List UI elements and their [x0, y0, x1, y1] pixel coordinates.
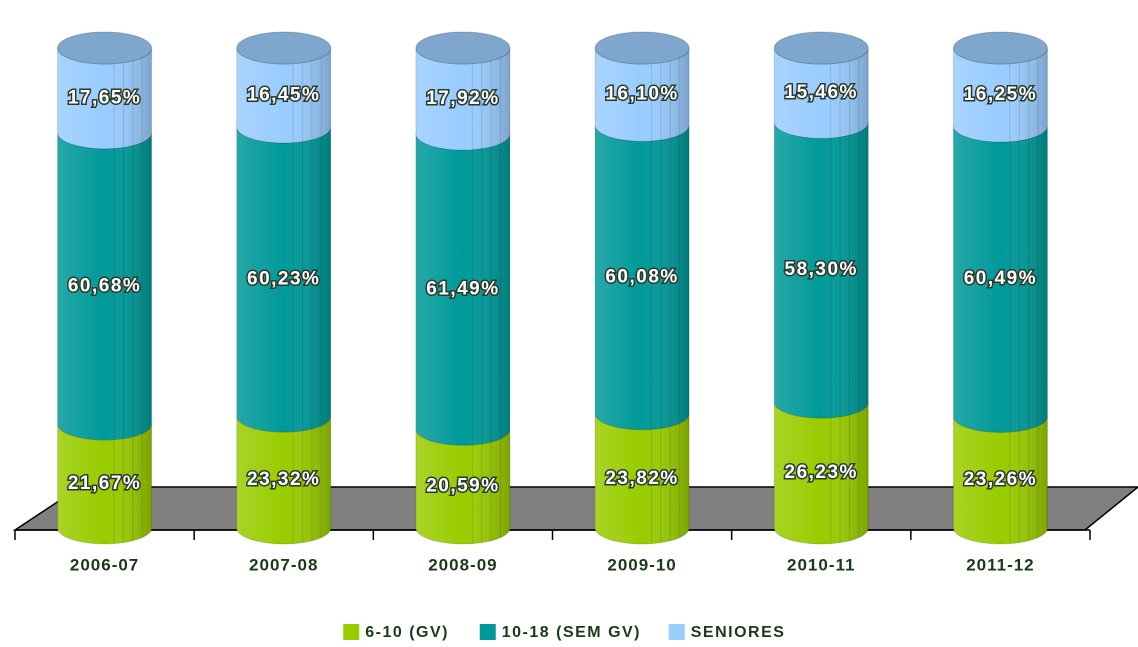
- legend-label: 10-18 (SEM GV): [502, 624, 641, 641]
- legend-label: 6-10 (GV): [365, 624, 449, 641]
- bar-shade: [415, 134, 510, 446]
- bar-cap: [952, 31, 1048, 65]
- x-tick-label: 2010-11: [787, 555, 855, 574]
- data-label: 15,46%: [785, 82, 858, 103]
- data-label: 23,82%: [605, 468, 678, 489]
- x-tick-label: 2011-12: [966, 555, 1034, 574]
- x-tick-label: 2009-10: [607, 555, 676, 574]
- bar-shade: [415, 48, 510, 151]
- data-label: 17,65%: [68, 87, 141, 108]
- data-label: 21,67%: [68, 473, 141, 494]
- x-tick-label: 2006-07: [70, 555, 139, 574]
- legend-swatch: [343, 624, 360, 640]
- bar-shade: [595, 413, 690, 544]
- x-tick-label: 2008-09: [428, 555, 497, 574]
- bar-shade: [595, 125, 690, 430]
- data-label: 60,23%: [247, 269, 320, 290]
- data-label: 60,68%: [68, 275, 141, 296]
- legend-swatch: [668, 624, 685, 640]
- data-label: 26,23%: [785, 462, 858, 483]
- bar-shade: [57, 48, 152, 149]
- bar-shade: [236, 416, 331, 544]
- data-label: 61,49%: [426, 279, 499, 300]
- bar-shade: [57, 132, 152, 440]
- legend-label: SENIORES: [691, 624, 786, 641]
- bar-cap: [57, 31, 153, 65]
- data-label: 23,26%: [964, 469, 1037, 490]
- bar-shade: [953, 48, 1048, 142]
- data-label: 16,10%: [605, 84, 678, 105]
- bar-cap: [594, 31, 690, 65]
- legend-swatch: [479, 624, 496, 640]
- bar-shade: [415, 429, 510, 544]
- data-label: 60,49%: [964, 268, 1037, 289]
- bar-shade: [953, 126, 1048, 433]
- data-label: 60,08%: [605, 266, 678, 287]
- data-label: 16,45%: [247, 84, 320, 105]
- bar-shade: [774, 402, 869, 544]
- bar-shade: [57, 423, 152, 544]
- data-label: 20,59%: [426, 476, 499, 497]
- x-tick-label: 2007-08: [249, 555, 318, 574]
- bar-cap: [773, 31, 869, 65]
- bar-shade: [774, 122, 869, 419]
- bar-shade: [953, 416, 1048, 544]
- bar-cap: [236, 31, 332, 65]
- bar-shade: [236, 126, 331, 433]
- data-label: 23,32%: [247, 469, 320, 490]
- bar-shade: [236, 48, 331, 143]
- bar-shade: [595, 48, 690, 142]
- data-label: 17,92%: [426, 88, 499, 109]
- data-label: 16,25%: [964, 84, 1037, 105]
- bar-cap: [415, 31, 511, 65]
- bar-shade: [774, 48, 869, 139]
- data-label: 58,30%: [785, 259, 858, 280]
